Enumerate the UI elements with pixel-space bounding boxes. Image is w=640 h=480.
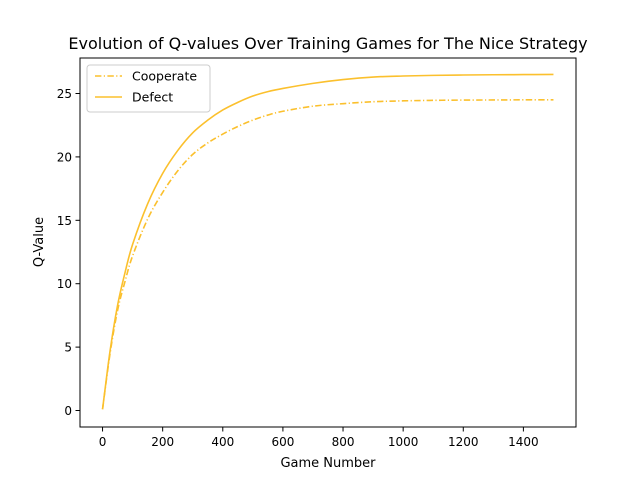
y-tick-label: 25 (57, 87, 72, 101)
plot-area (79, 57, 577, 428)
x-tick-label: 1200 (448, 435, 479, 449)
series-line-defect (101, 73, 554, 410)
x-tick-label: 0 (99, 435, 107, 449)
y-axis: 0 5 10 15 20 25 (57, 87, 80, 418)
legend: Cooperate Defect (86, 64, 211, 113)
x-tick-label: 600 (271, 435, 294, 449)
x-tick-label: 800 (332, 435, 355, 449)
series-line-cooperate (101, 99, 554, 410)
plot-frame (79, 57, 577, 428)
x-axis-label: Game Number (280, 456, 376, 471)
x-tick-label: 400 (211, 435, 234, 449)
legend-label-cooperate: Cooperate (132, 69, 197, 84)
legend-label-defect: Defect (132, 90, 173, 105)
y-tick-label: 5 (64, 341, 72, 355)
series-layer (101, 73, 554, 410)
x-tick-label: 200 (151, 435, 174, 449)
x-tick-label: 1400 (508, 435, 539, 449)
y-tick-label: 15 (57, 214, 72, 228)
y-tick-label: 0 (64, 404, 72, 418)
x-axis: 0 200 400 600 800 1000 1200 1400 (99, 427, 539, 449)
y-tick-label: 20 (57, 150, 72, 164)
x-tick-label: 1000 (388, 435, 419, 449)
legend-box (86, 64, 211, 113)
chart-title: Evolution of Q-values Over Training Game… (68, 34, 587, 53)
y-tick-label: 10 (57, 277, 72, 291)
y-axis-label: Q-Value (32, 217, 47, 267)
